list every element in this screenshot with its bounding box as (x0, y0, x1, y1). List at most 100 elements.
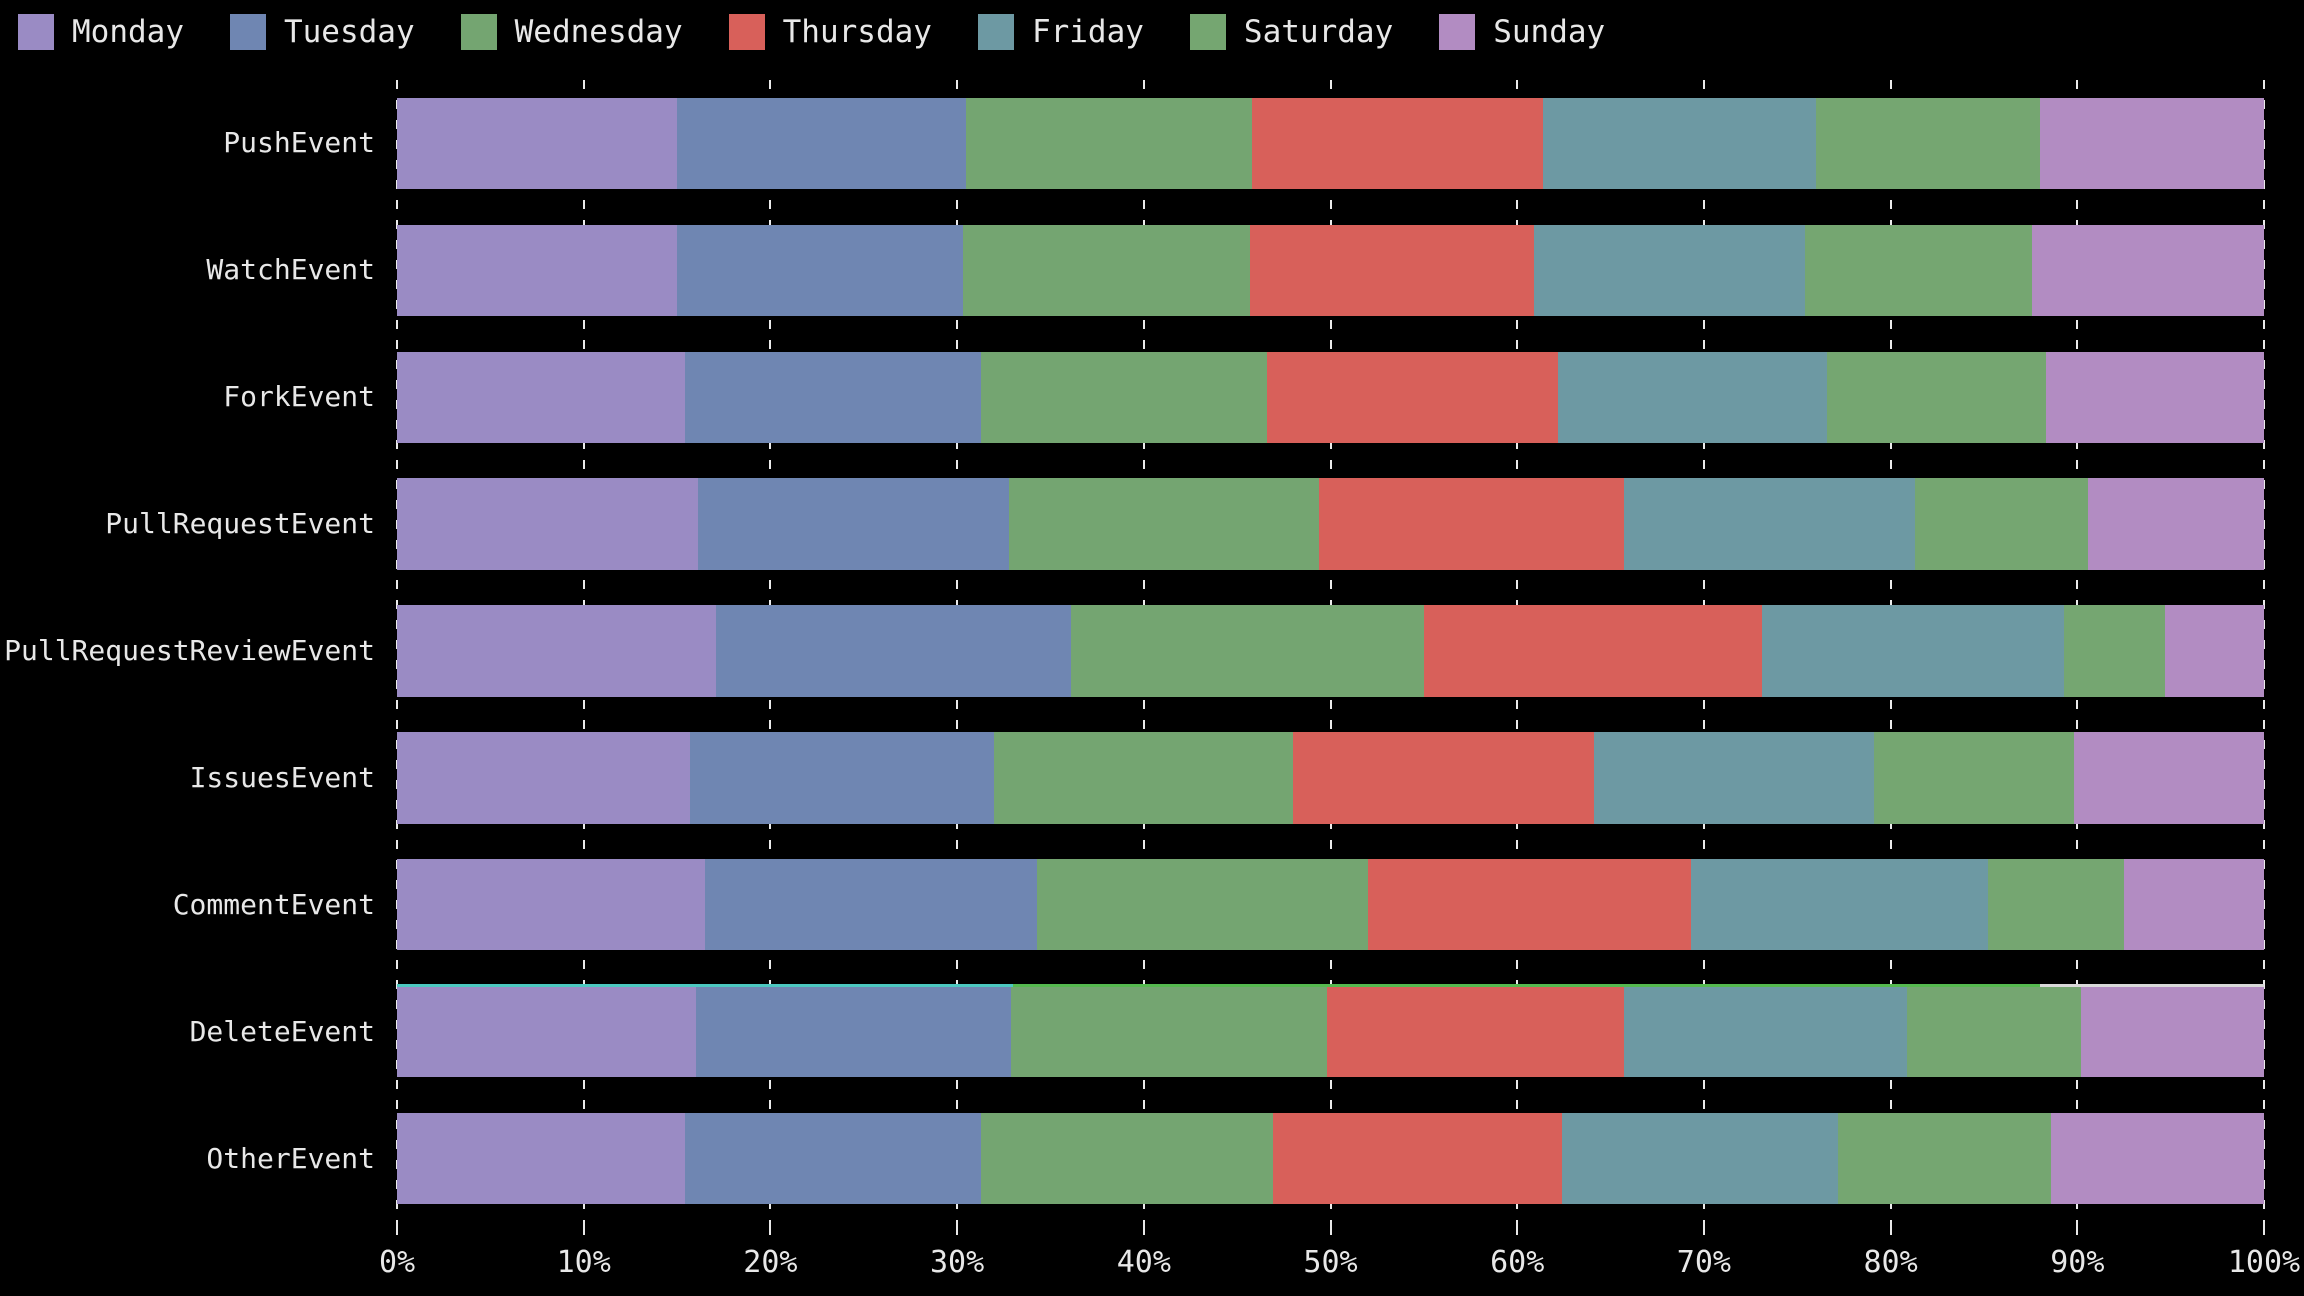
bar-segment-sunday (2088, 478, 2264, 570)
bar-row-forkevent: ForkEvent (223, 334, 2264, 461)
x-tick-50 (1329, 1222, 1332, 1235)
legend-item-tuesday: Tuesday (229, 13, 415, 50)
bar-segment-friday (1761, 605, 2065, 697)
bar-segment-monday (397, 605, 717, 697)
stacked-bar-commentevent (397, 859, 2264, 951)
x-tick-label: 10% (556, 1245, 611, 1280)
bar-segment-friday (1623, 478, 1915, 570)
stripe-segment (397, 984, 1014, 987)
bar-segment-sunday (2123, 859, 2264, 951)
bar-segment-thursday (1267, 351, 1559, 443)
bar-segment-saturday (1838, 1112, 2052, 1205)
legend-item-monday: Monday (18, 14, 184, 50)
bar-segment-wednesday (1070, 605, 1424, 697)
bar-segment-friday (1561, 1112, 1839, 1205)
stacked-bar-pullrequestreviewevent (397, 605, 2264, 697)
bar-segment-wednesday (994, 732, 1294, 824)
bar-segment-saturday (1907, 986, 2081, 1078)
bar-segment-sunday (2032, 224, 2264, 317)
bar-segment-monday (397, 986, 696, 1078)
y-axis-label: PullRequestEvent (105, 507, 375, 541)
bar-segment-tuesday (716, 605, 1071, 697)
y-axis-label: DeleteEvent (189, 1014, 375, 1048)
y-axis-label: WatchEvent (206, 253, 375, 287)
bar-row-pushevent: PushEvent (223, 80, 2264, 207)
x-tick-70 (1702, 1222, 1705, 1235)
bar-segment-saturday (1987, 859, 2124, 951)
bar-row-commentevent: CommentEvent (173, 841, 2264, 968)
bar-row-otherevent: OtherEvent (206, 1095, 2264, 1222)
x-tick-20 (769, 1222, 772, 1235)
y-axis-label: OtherEvent (206, 1141, 375, 1175)
bar-segment-monday (397, 224, 678, 317)
legend-swatch-monday (18, 14, 54, 50)
bar-segment-wednesday (1037, 859, 1368, 951)
bar-rows: PushEvent WatchEvent ForkEvent PullRequestE… (4, 80, 2264, 1222)
stripe-segment (1013, 984, 2040, 987)
bar-segment-tuesday (695, 986, 1012, 1078)
bar-segment-wednesday (966, 97, 1253, 190)
x-tick-label: 80% (1863, 1245, 1918, 1280)
x-tick-60 (1516, 1222, 1519, 1235)
bar-segment-monday (397, 97, 678, 190)
x-tick-label: 50% (1303, 1245, 1358, 1280)
bar-segment-thursday (1250, 224, 1534, 317)
legend-label: Saturday (1243, 13, 1394, 50)
gridline-100 (2263, 80, 2265, 1222)
stacked-bar-deleteevent (397, 984, 2264, 1078)
bar-segment-thursday (1293, 732, 1594, 824)
bar-segment-monday (397, 351, 685, 443)
stacked-bar-pullrequestevent (397, 478, 2264, 570)
x-tick-80 (1889, 1222, 1892, 1235)
legend-label: Monday (72, 13, 184, 50)
x-tick-label: 90% (2050, 1245, 2105, 1280)
bar-segment-friday (1623, 986, 1908, 1078)
bar-segment-wednesday (1009, 478, 1320, 570)
x-tick-0 (396, 1222, 398, 1235)
legend-item-sunday: Sunday (1439, 14, 1605, 50)
stripe-segment (2039, 984, 2264, 987)
y-axis-label: PullRequestReviewEvent (4, 634, 375, 667)
bar-segment-friday (1558, 351, 1828, 443)
plot-area: PushEvent WatchEvent ForkEvent PullRequestE… (4, 80, 2300, 1278)
bar-segment-thursday (1252, 97, 1544, 190)
bar-segment-monday (397, 1112, 685, 1205)
bar-segment-saturday (1873, 732, 2074, 824)
y-axis-label: ForkEvent (223, 380, 375, 414)
legend-swatch-thursday (728, 14, 765, 50)
x-tick-30 (956, 1222, 959, 1235)
bar-segment-wednesday (981, 351, 1267, 443)
bar-segment-tuesday (677, 97, 967, 190)
y-axis-label: PushEvent (223, 126, 375, 160)
stacked-bar-pushevent (397, 97, 2264, 190)
bar-segment-thursday (1326, 986, 1624, 1078)
bar-segment-saturday (1815, 97, 2040, 190)
bar-segment-saturday (1827, 351, 2046, 443)
legend-swatch-sunday (1439, 14, 1476, 50)
bar-segment-monday (397, 478, 698, 570)
x-tick-90 (2076, 1222, 2079, 1235)
bar-segment-monday (397, 732, 691, 824)
x-tick-10 (582, 1222, 585, 1235)
legend-item-saturday: Saturday (1189, 13, 1394, 50)
bar-segment-wednesday (1011, 986, 1327, 1078)
legend-swatch-tuesday (229, 14, 266, 50)
stacked-bar-forkevent (397, 351, 2264, 443)
bar-segment-thursday (1319, 478, 1624, 570)
bar-segment-saturday (1804, 224, 2033, 317)
bar-segment-tuesday (697, 478, 1010, 570)
x-tick-label: 100% (2227, 1245, 2301, 1280)
bar-segment-sunday (2039, 97, 2264, 190)
x-tick-label: 20% (743, 1245, 798, 1280)
legend-label: Tuesday (283, 13, 415, 50)
bar-segment-tuesday (690, 732, 995, 824)
legend-label: Thursday (782, 13, 932, 50)
bar-segment-friday (1543, 97, 1816, 190)
stacked-bar-otherevent (397, 1112, 2264, 1205)
x-tick-100 (2263, 1222, 2265, 1235)
stacked-bar-issuesevent (397, 732, 2264, 824)
legend-item-thursday: Thursday (728, 13, 932, 50)
stacked-bar-watchevent (397, 224, 2264, 317)
bar-segment-friday (1593, 732, 1874, 824)
